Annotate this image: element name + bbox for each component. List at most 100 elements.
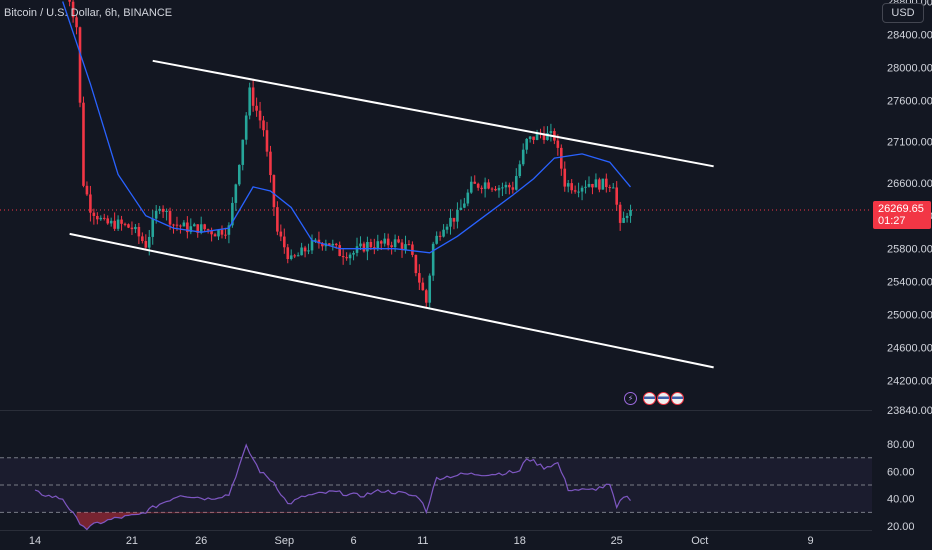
candle-body bbox=[102, 217, 106, 219]
candle-body bbox=[580, 187, 584, 192]
candle-body bbox=[411, 244, 414, 255]
candle-body bbox=[334, 243, 338, 246]
rsi-oversold-fill bbox=[76, 512, 427, 530]
candle-body bbox=[328, 243, 331, 246]
candle-body bbox=[504, 184, 508, 188]
candle-body bbox=[421, 282, 425, 291]
candle-body bbox=[286, 247, 290, 260]
candle-body bbox=[244, 115, 248, 140]
time-axis-label: 14 bbox=[29, 535, 41, 547]
candle-body bbox=[134, 226, 137, 230]
candle-body bbox=[186, 222, 189, 233]
candle-body bbox=[487, 182, 490, 189]
candle-body bbox=[386, 238, 390, 246]
candle-body bbox=[625, 215, 629, 218]
candle-body bbox=[283, 236, 286, 248]
rsi-axis-label: 40.00 bbox=[887, 494, 915, 506]
candle-body bbox=[258, 110, 262, 121]
candle-body bbox=[514, 176, 518, 190]
time-axis-label: 21 bbox=[126, 535, 138, 547]
candle-body bbox=[532, 136, 535, 140]
candle-body bbox=[182, 222, 186, 227]
lightning-icon[interactable]: ⚡ bbox=[624, 392, 637, 405]
candle-body bbox=[199, 224, 203, 233]
candle-body bbox=[321, 243, 324, 247]
candle-body bbox=[418, 273, 421, 283]
time-axis-label: 26 bbox=[195, 535, 207, 547]
candle-body bbox=[566, 183, 570, 187]
candle-body bbox=[338, 245, 341, 257]
time-axis-label: 6 bbox=[350, 535, 356, 547]
candle-body bbox=[615, 187, 618, 205]
candle-body bbox=[289, 255, 293, 260]
candle-body bbox=[622, 217, 625, 223]
candle-body bbox=[611, 187, 615, 189]
candle-body bbox=[556, 140, 560, 148]
rsi-axis-label: 20.00 bbox=[887, 521, 915, 533]
candle-body bbox=[255, 105, 258, 111]
candle-body bbox=[189, 226, 193, 233]
candle-body bbox=[563, 168, 567, 187]
price-axis-label: 25400.00 bbox=[887, 277, 932, 289]
candle-body bbox=[331, 243, 335, 246]
candle-body bbox=[341, 256, 345, 258]
candle-body bbox=[476, 183, 480, 188]
price-axis-label: 24600.00 bbox=[887, 343, 932, 355]
candle-body bbox=[407, 244, 411, 246]
candle-body bbox=[431, 243, 435, 276]
candle-body bbox=[587, 183, 591, 187]
candle-body bbox=[120, 219, 123, 224]
candle-body bbox=[106, 218, 110, 224]
price-axis-label: 23840.00 bbox=[887, 405, 932, 417]
currency-button[interactable]: USD bbox=[882, 3, 924, 23]
candle-body bbox=[452, 217, 456, 222]
candle-body bbox=[473, 181, 477, 184]
candle-body bbox=[172, 224, 175, 226]
candle-body bbox=[224, 234, 227, 236]
candle-body bbox=[175, 224, 179, 226]
candle-body bbox=[508, 184, 511, 188]
candle-body bbox=[272, 175, 276, 208]
candle-body bbox=[362, 243, 366, 252]
candle-body bbox=[317, 239, 321, 244]
candle-body bbox=[483, 182, 487, 189]
event-markers: ⚡ bbox=[624, 392, 684, 405]
us-flag-icon[interactable] bbox=[671, 392, 684, 405]
us-flag-icon[interactable] bbox=[657, 392, 670, 405]
time-axis-label: 25 bbox=[611, 535, 623, 547]
last-price-value: 26269.65 bbox=[878, 203, 924, 215]
candle-body bbox=[618, 204, 622, 223]
candle-body bbox=[123, 223, 127, 225]
candle-body bbox=[366, 241, 369, 252]
candle-body bbox=[584, 186, 587, 188]
candle-body bbox=[68, 0, 71, 2]
candle-body bbox=[206, 229, 210, 231]
candle-body bbox=[99, 217, 103, 220]
time-axis-label: Oct bbox=[691, 535, 708, 547]
candle-body bbox=[234, 184, 238, 203]
price-axis-label: 24200.00 bbox=[887, 376, 932, 388]
candle-body bbox=[560, 147, 563, 169]
us-flag-icon[interactable] bbox=[643, 392, 656, 405]
candle-body bbox=[262, 120, 265, 131]
candle-body bbox=[127, 224, 130, 228]
price-axis-label: 27600.00 bbox=[887, 95, 932, 107]
candle-body bbox=[442, 229, 445, 237]
candle-body bbox=[352, 252, 355, 255]
candle-body bbox=[96, 215, 99, 220]
candle-body bbox=[179, 225, 182, 227]
candle-body bbox=[345, 257, 348, 259]
candle-body bbox=[459, 207, 463, 211]
candle-body bbox=[203, 224, 206, 230]
symbol-title: Bitcoin / U.S. Dollar, 6h, BINANCE bbox=[4, 7, 173, 19]
candle-body bbox=[466, 192, 470, 204]
candle-body bbox=[428, 275, 432, 303]
candle-body bbox=[293, 255, 296, 257]
candle-body bbox=[490, 188, 494, 190]
candle-body bbox=[535, 132, 539, 140]
candle-body bbox=[241, 139, 245, 165]
candle-body bbox=[82, 102, 85, 186]
candle-body bbox=[279, 231, 283, 237]
time-axis-label: 18 bbox=[514, 535, 526, 547]
